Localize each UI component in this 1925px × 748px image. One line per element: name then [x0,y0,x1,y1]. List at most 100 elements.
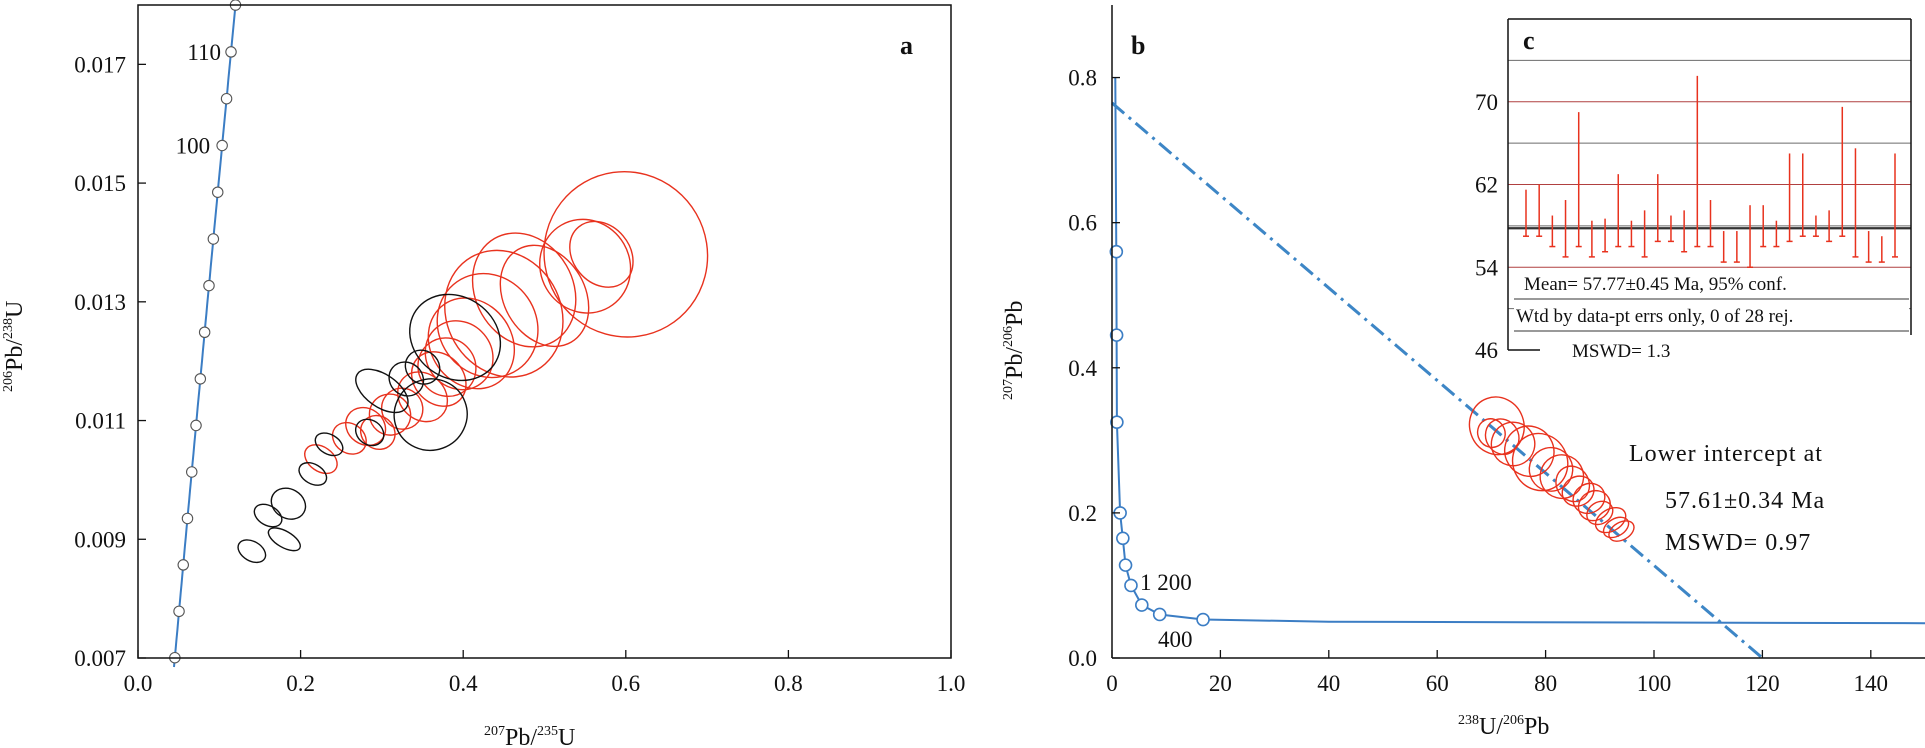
panel-b-ellipse [1577,489,1611,522]
panel-b-ellipse [1484,418,1520,456]
panel-b-y-tick-label: 0.8 [1068,66,1097,91]
panel-b-ellipse [1511,432,1569,492]
panel-b-y-tick-label: 0.0 [1068,646,1097,671]
panel-c-y-tick-label: 46 [1475,338,1498,363]
panel-c-note-bg [1514,268,1909,296]
panel-a-concordia-point [220,92,233,105]
panel-a-black-ellipse [314,432,344,457]
panel-b-concordia-point [1152,607,1167,622]
panel-a-red-ellipse [543,170,709,338]
panel-b-ellipse [1468,396,1525,456]
panel-a-red-ellipse [368,393,412,436]
panel-b-y-axis-label: 207Pb/206Pb [1001,301,1028,400]
panel-c-y-tick-label: 54 [1475,255,1499,280]
concordia-label-1200: 1 200 [1140,570,1192,595]
panel-a: 100 110 0.0 0.2 0.4 0.6 0.8 1.0 0.007 0.009 0.011… [1,0,965,748]
panel-c-y-tick-label: 62 [1475,173,1498,198]
panel-b-concordia-point [1110,415,1124,429]
panel-b-concordia-point [1109,328,1124,342]
panel-a-concordia-point [216,139,228,152]
panel-a-plot-area: 100 110 [169,0,709,668]
panel-a-red-ellipse [436,272,539,379]
panel-b-y-tick-label: 0.2 [1068,501,1097,526]
panel-a-x-tick-label: 1.0 [937,671,966,696]
panel-a-axis-ticks: 0.0 0.2 0.4 0.6 0.8 1.0 0.007 0.009 0.011 0.013 0.… [74,52,965,696]
panel-a-black-ellipse [270,487,307,520]
panel-a-y-tick-label: 0.011 [75,409,126,434]
panel-b-ellipse [1586,500,1614,526]
panel-a-black-ellipse [267,527,301,552]
panel-a-y-tick-label: 0.017 [74,52,126,77]
panel-a-red-ellipse [444,249,564,378]
panel-b-ellipse [1476,418,1506,449]
panel-a-x-tick-label: 0.6 [611,671,640,696]
panel-a-concordia-label-100: 100 [176,133,211,158]
panel-b-x-tick-label: 80 [1534,671,1557,696]
panel-a-black-ellipse [388,361,425,397]
panel-a-black-ellipse [237,539,267,564]
panel-a-concordia-point [207,233,220,245]
panel-a-concordia-point [198,326,211,339]
lower-intercept-line-1: Lower intercept at [1629,441,1823,467]
panel-b-ellipse [1572,482,1606,515]
panel-c-plot-area [1508,59,1911,332]
panel-a-black-ellipse [393,378,468,452]
panel-b-x-tick-label: 40 [1317,671,1340,696]
panel-a-concordia-point [181,512,194,525]
panel-c-note-bg [1514,300,1909,328]
panel-a-x-axis-label: 207Pb/235U [484,724,575,748]
panel-b-ellipse [1539,454,1585,500]
panel-a-x-tick-label: 0.2 [286,671,315,696]
panel-a-concordia-point [177,559,190,571]
panel-b-x-tick-label: 100 [1637,671,1672,696]
panel-a-red-ellipse [345,406,387,447]
panel-b: 0 20 40 60 80 100 120 140 0.0 0.2 0.4 0.6 0.8 b 238U… [1001,5,1925,740]
panel-a-concordia-point [190,419,202,432]
panel-a-concordia-point [194,373,207,385]
panel-b-axes [1111,5,1925,659]
panel-c-y-tick-label: 70 [1475,90,1498,115]
panel-c-label: c [1523,26,1535,55]
panel-c-note-mean: Mean= 57.77±0.45 Ma, 95% conf. [1524,274,1787,295]
panel-b-discordia-line [1111,101,1764,660]
panel-a-black-ellipse [354,418,385,447]
lower-intercept-line-2: 57.61±0.34 Ma [1665,488,1825,514]
concordia-label-400: 400 [1158,627,1193,652]
panel-a-x-tick-label: 0.0 [124,671,153,696]
panel-b-axis-ticks: 0 20 40 60 80 100 120 140 0.0 0.2 0.4 0.6 0.8 [1068,66,1888,696]
panel-b-label: b [1131,31,1145,60]
panel-b-concordia-point [1109,244,1124,259]
panel-a-red-ellipse [569,220,634,288]
panel-b-concordia-point [1124,578,1138,593]
panel-b-plot-area [1109,77,1925,660]
panel-a-y-tick-label: 0.007 [74,646,126,671]
panel-a-y-axis-label: 206Pb/238U [1,301,28,392]
panel-b-ellipse [1555,465,1591,503]
panel-a-concordia-label-110: 110 [187,40,221,65]
panel-b-concordia-point [1118,558,1133,572]
lower-intercept-line-3: MSWD= 0.97 [1665,530,1811,556]
panel-a-red-ellipse [424,320,494,391]
panel-b-concordia-point [1135,598,1149,612]
panel-a-black-ellipse [409,293,502,382]
panel-a-red-ellipse [304,444,338,475]
panel-a-red-ellipse [539,218,632,314]
panel-b-x-axis-label: 238U/206Pb [1458,713,1549,740]
panel-a-concordia-point [211,186,224,198]
panel-a-x-tick-label: 0.4 [449,671,478,696]
panel-a-frame [137,4,952,659]
panel-a-black-ellipse [404,349,441,385]
panel-a-red-ellipse [380,387,424,430]
panel-a-y-tick-label: 0.009 [74,527,126,552]
panel-a-y-tick-label: 0.013 [74,290,126,315]
panel-a-red-ellipse [499,244,590,348]
panel-a-red-ellipse [471,232,577,348]
panel-b-concordia-point [1196,612,1210,627]
panel-c-inset: 46 54 62 70 c Mean= 57.77±0.45 Ma, 95% conf… [1460,18,1912,363]
panel-a-x-tick-label: 0.8 [774,671,803,696]
panel-c-axis-ticks: 46 54 62 70 [1475,90,1499,363]
panel-b-y-tick-label: 0.4 [1068,356,1097,381]
panel-a-label: a [900,31,913,60]
panel-a-concordia-point [185,466,198,478]
